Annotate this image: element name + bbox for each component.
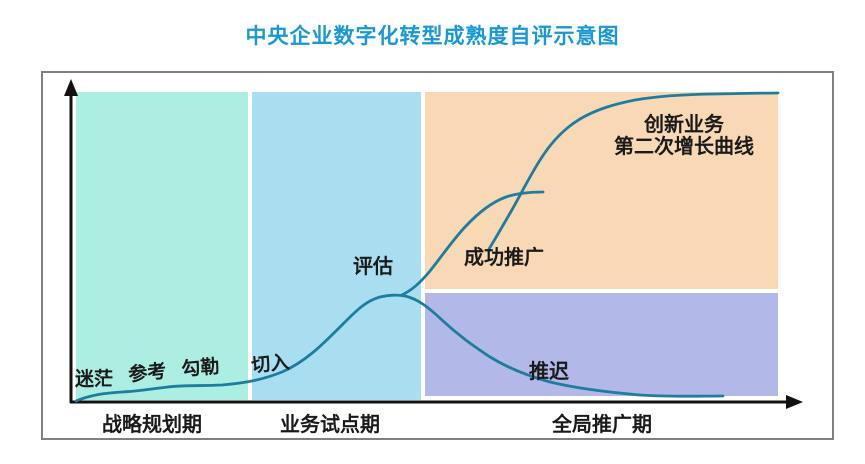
annotation-cankao: 参考 — [127, 359, 167, 386]
phase-region-global-rollout-lower — [425, 293, 778, 396]
curve-main-maturity — [74, 293, 725, 403]
annotation-chuangxin-line1: 创新业务 — [643, 112, 725, 136]
annotation-qieru: 切入 — [250, 351, 290, 377]
y-axis-arrow-icon — [64, 79, 78, 96]
annotation-mimang: 迷茫 — [74, 367, 113, 390]
maturity-curve-diagram: 迷茫 参考 勾勒 切入 评估 成功推广 推迟 创新业务 第二次增长曲线 战略规划… — [64, 79, 803, 436]
annotation-pinggu: 评估 — [353, 254, 393, 278]
annotation-tuichi: 推迟 — [529, 359, 569, 383]
annotation-chenggong-tuiguang: 成功推广 — [464, 245, 544, 269]
page-title: 中央企业数字化转型成熟度自评示意图 — [245, 25, 620, 48]
phase-region-business-pilot — [252, 92, 421, 400]
annotation-goule: 勾勒 — [180, 354, 220, 380]
x-axis-arrow-icon — [786, 395, 803, 409]
phase-region-strategic-planning — [76, 92, 248, 400]
x-axis-label-strategic-planning: 战略规划期 — [102, 412, 202, 436]
chart-frame: 迷茫 参考 勾勒 切入 评估 成功推广 推迟 创新业务 第二次增长曲线 战略规划… — [41, 71, 834, 440]
annotation-chuangxin-line2: 第二次增长曲线 — [614, 134, 754, 158]
x-axis-label-business-pilot: 业务试点期 — [280, 412, 380, 436]
curve-second-growth — [487, 91, 780, 251]
curve-success-promotion — [400, 190, 545, 297]
x-axis-label-global-rollout: 全局推广期 — [551, 412, 652, 436]
phase-region-global-rollout-upper — [425, 92, 778, 289]
